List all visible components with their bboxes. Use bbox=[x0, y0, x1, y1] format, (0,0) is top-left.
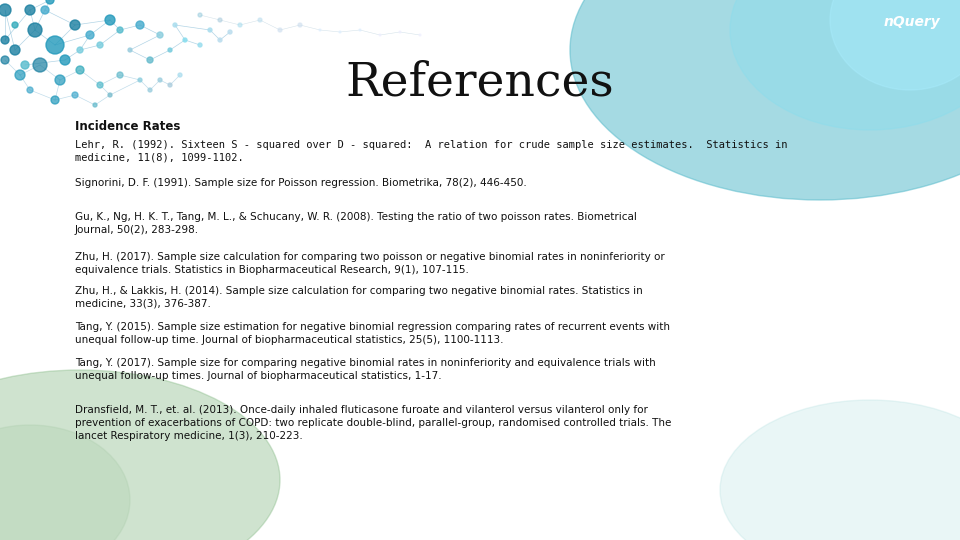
Circle shape bbox=[168, 48, 172, 52]
Circle shape bbox=[117, 27, 123, 33]
Circle shape bbox=[21, 61, 29, 69]
Circle shape bbox=[147, 57, 153, 63]
Circle shape bbox=[46, 36, 64, 54]
Circle shape bbox=[117, 72, 123, 78]
Circle shape bbox=[208, 28, 212, 32]
Ellipse shape bbox=[0, 425, 130, 540]
Ellipse shape bbox=[830, 0, 960, 90]
Circle shape bbox=[158, 78, 162, 82]
Circle shape bbox=[97, 82, 103, 88]
Circle shape bbox=[105, 15, 115, 25]
Circle shape bbox=[128, 48, 132, 52]
Text: Tang, Y. (2015). Sample size estimation for negative binomial regression compari: Tang, Y. (2015). Sample size estimation … bbox=[75, 322, 670, 345]
Circle shape bbox=[183, 38, 187, 42]
Text: Dransfield, M. T., et. al. (2013). Once-daily inhaled fluticasone furoate and vi: Dransfield, M. T., et. al. (2013). Once-… bbox=[75, 405, 671, 441]
Circle shape bbox=[173, 23, 177, 27]
Text: Incidence Rates: Incidence Rates bbox=[75, 120, 180, 133]
Text: Lehr, R. (1992). Sixteen S - squared over D - squared:  A relation for crude sam: Lehr, R. (1992). Sixteen S - squared ove… bbox=[75, 140, 787, 163]
Text: References: References bbox=[346, 60, 614, 105]
Circle shape bbox=[218, 18, 222, 22]
Circle shape bbox=[15, 70, 25, 80]
Circle shape bbox=[148, 88, 152, 92]
Circle shape bbox=[157, 32, 163, 38]
Circle shape bbox=[10, 45, 20, 55]
Ellipse shape bbox=[730, 0, 960, 130]
Circle shape bbox=[228, 30, 232, 34]
Text: Zhu, H., & Lakkis, H. (2014). Sample size calculation for comparing two negative: Zhu, H., & Lakkis, H. (2014). Sample siz… bbox=[75, 286, 643, 309]
Circle shape bbox=[419, 34, 421, 36]
Text: nQuery: nQuery bbox=[883, 15, 940, 29]
Text: Tang, Y. (2017). Sample size for comparing negative binomial rates in noninferio: Tang, Y. (2017). Sample size for compari… bbox=[75, 358, 656, 381]
Circle shape bbox=[86, 31, 94, 39]
Circle shape bbox=[77, 47, 83, 53]
Text: Signorini, D. F. (1991). Sample size for Poisson regression. Biometrika, 78(2), : Signorini, D. F. (1991). Sample size for… bbox=[75, 178, 527, 188]
Circle shape bbox=[108, 93, 112, 97]
Circle shape bbox=[178, 73, 182, 77]
Circle shape bbox=[51, 96, 59, 104]
Circle shape bbox=[198, 13, 202, 17]
Circle shape bbox=[0, 4, 11, 16]
Circle shape bbox=[97, 42, 103, 48]
Circle shape bbox=[76, 66, 84, 74]
Circle shape bbox=[70, 20, 80, 30]
Circle shape bbox=[339, 31, 341, 33]
Circle shape bbox=[278, 28, 282, 32]
Circle shape bbox=[168, 83, 172, 87]
Circle shape bbox=[319, 29, 321, 31]
Circle shape bbox=[27, 87, 33, 93]
Circle shape bbox=[41, 6, 49, 14]
Circle shape bbox=[25, 5, 35, 15]
Circle shape bbox=[359, 29, 361, 31]
Circle shape bbox=[93, 103, 97, 107]
Circle shape bbox=[28, 23, 42, 37]
Circle shape bbox=[33, 58, 47, 72]
Circle shape bbox=[298, 23, 302, 27]
Circle shape bbox=[60, 55, 70, 65]
Circle shape bbox=[399, 31, 401, 33]
Circle shape bbox=[1, 36, 9, 44]
Ellipse shape bbox=[0, 370, 280, 540]
Circle shape bbox=[238, 23, 242, 27]
Circle shape bbox=[1, 56, 9, 64]
Circle shape bbox=[12, 22, 18, 28]
Circle shape bbox=[72, 92, 78, 98]
Circle shape bbox=[136, 21, 144, 29]
Circle shape bbox=[138, 78, 142, 82]
Text: Zhu, H. (2017). Sample size calculation for comparing two poisson or negative bi: Zhu, H. (2017). Sample size calculation … bbox=[75, 252, 664, 275]
Circle shape bbox=[198, 43, 202, 47]
Ellipse shape bbox=[720, 400, 960, 540]
Circle shape bbox=[218, 38, 222, 42]
Circle shape bbox=[258, 18, 262, 22]
Ellipse shape bbox=[570, 0, 960, 200]
Circle shape bbox=[379, 34, 381, 36]
Circle shape bbox=[46, 0, 54, 4]
Text: Gu, K., Ng, H. K. T., Tang, M. L., & Schucany, W. R. (2008). Testing the ratio o: Gu, K., Ng, H. K. T., Tang, M. L., & Sch… bbox=[75, 212, 636, 235]
Circle shape bbox=[55, 75, 65, 85]
